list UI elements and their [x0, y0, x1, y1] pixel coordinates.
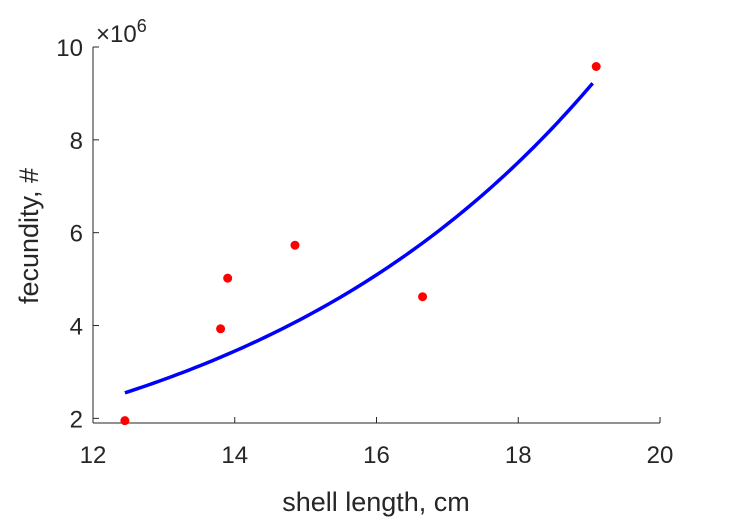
data-point	[290, 240, 300, 250]
y-multiplier-exponent: 6	[137, 16, 147, 36]
x-tick-label: 18	[505, 442, 532, 469]
x-tick-label: 20	[647, 442, 674, 469]
x-tick-label: 14	[221, 442, 248, 469]
y-tick-label: 10	[56, 35, 83, 62]
y-axis-label: fecundity, #	[14, 168, 44, 304]
y-multiplier-label: ×106	[96, 16, 147, 48]
fit-layer	[124, 82, 594, 395]
y-tick-label: 2	[70, 406, 83, 433]
y-multiplier-base: ×10	[96, 21, 137, 48]
ticks: 12 14 16 18 20 2 4 6 8 10	[56, 35, 673, 469]
data-point	[216, 324, 226, 334]
data-point	[418, 292, 428, 302]
x-tick-label: 12	[80, 442, 107, 469]
data-point	[120, 416, 130, 426]
data-point	[591, 61, 601, 71]
x-axis-label: shell length, cm	[282, 487, 470, 517]
data-points	[120, 61, 601, 426]
y-tick-label: 6	[70, 221, 83, 248]
y-tick-label: 8	[70, 128, 83, 155]
x-tick-label: 16	[363, 442, 390, 469]
y-tick-label: 4	[70, 314, 83, 341]
data-point	[223, 273, 233, 283]
fit-curve	[124, 82, 594, 395]
